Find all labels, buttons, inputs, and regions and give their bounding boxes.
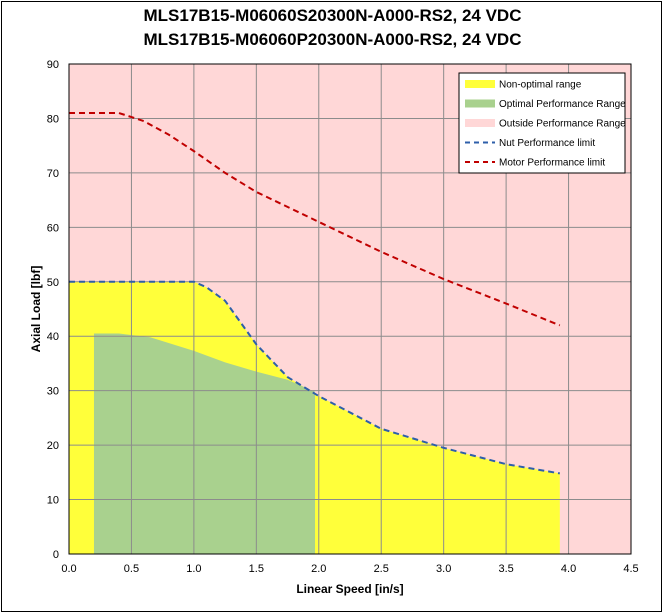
x-tick-label: 4.0 xyxy=(561,563,576,575)
y-tick-label: 10 xyxy=(47,495,59,507)
y-axis-title: Axial Load [lbf] xyxy=(29,266,43,353)
x-tick-label: 2.0 xyxy=(311,563,326,575)
x-axis-title: Linear Speed [in/s] xyxy=(296,582,403,596)
chart-title: MLS17B15-M06060S20300N-A000-RS2, 24 VDC xyxy=(143,6,522,25)
plot-border xyxy=(68,63,632,555)
x-tick-label: 0.0 xyxy=(61,563,76,575)
legend-label: Non-optimal range xyxy=(499,80,582,91)
y-tick-label: 50 xyxy=(47,277,59,289)
x-tick-label: 3.5 xyxy=(498,563,513,575)
legend-swatch xyxy=(465,80,495,88)
y-tick-label: 20 xyxy=(47,440,59,452)
motor-performance-line xyxy=(69,112,561,327)
x-tick-label: 2.5 xyxy=(374,563,389,575)
x-tick-label: 1.5 xyxy=(249,563,264,575)
y-tick-label: 80 xyxy=(47,113,59,125)
legend-swatch xyxy=(465,119,495,127)
x-tick-label: 1.0 xyxy=(186,563,201,575)
x-tick-label: 0.5 xyxy=(124,563,139,575)
legend-label: Optimal Performance Range xyxy=(499,99,626,110)
legend-label: Outside Performance Range xyxy=(499,119,626,130)
legend-swatch xyxy=(465,99,495,108)
chart-subtitle: MLS17B15-M06060P20300N-A000-RS2, 24 VDC xyxy=(143,30,522,49)
x-tick-label: 4.5 xyxy=(623,563,638,575)
y-tick-label: 0 xyxy=(53,549,59,561)
y-tick-label: 60 xyxy=(47,222,59,234)
y-tick-label: 70 xyxy=(47,168,59,180)
optimal-area xyxy=(93,333,316,554)
x-tick-label: 3.0 xyxy=(436,563,451,575)
y-tick-label: 90 xyxy=(47,59,59,71)
y-tick-label: 30 xyxy=(47,386,59,398)
legend-label: Motor Performance limit xyxy=(499,158,605,169)
nut-performance-line xyxy=(69,280,560,475)
y-tick-label: 40 xyxy=(47,331,59,343)
legend-label: Nut Performance limit xyxy=(499,138,595,149)
